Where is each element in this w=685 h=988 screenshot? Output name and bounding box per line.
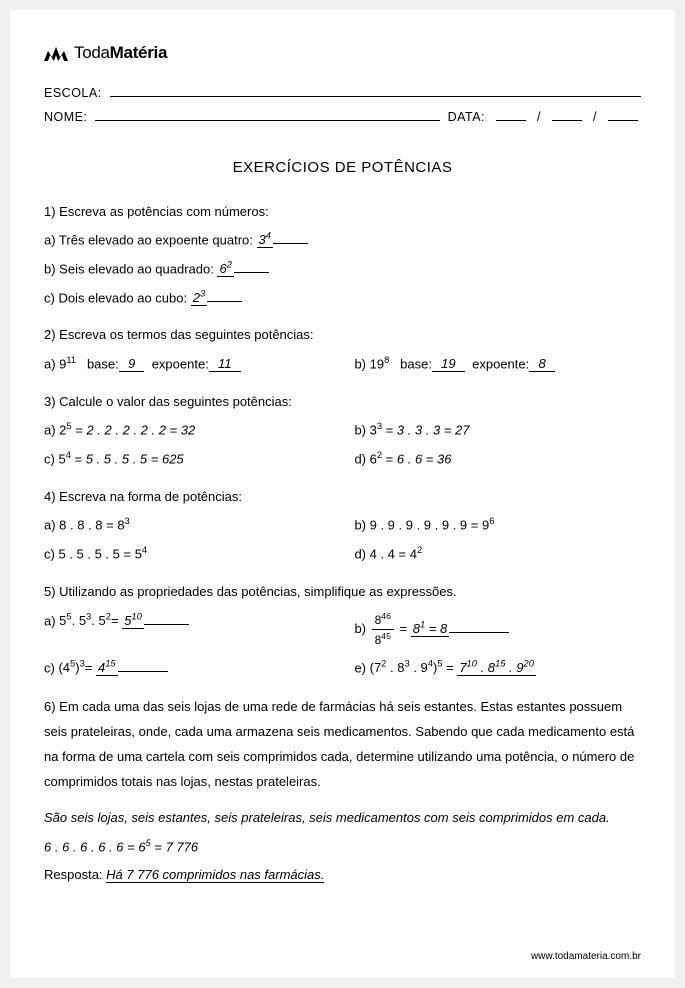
q6-response: Resposta: Há 7 776 comprimidos nas farmá… <box>44 865 641 885</box>
q2-b: b) 198 base: 19 expoente: 8 <box>354 353 641 374</box>
q2-row: a) 911 base: 9 expoente: 11 b) 198 base:… <box>44 353 641 374</box>
question-3: 3) Calcule o valor das seguintes potênci… <box>44 392 641 469</box>
q3-b: b) 33 = 3 . 3 . 3 = 27 <box>354 419 641 440</box>
q2-prompt: 2) Escreva os termos das seguintes potên… <box>44 325 641 345</box>
q1a-answer: 34 <box>257 232 273 248</box>
date-label: DATA: <box>448 108 485 127</box>
brand-text: TodaMatéria <box>74 40 167 66</box>
question-5: 5) Utilizando as propriedades das potênc… <box>44 582 641 677</box>
q5-prompt: 5) Utilizando as propriedades das potênc… <box>44 582 641 602</box>
date-day-line <box>496 108 526 121</box>
brand-part-2: Matéria <box>110 43 167 62</box>
name-date-line: NOME: DATA: / / <box>44 108 641 127</box>
q1-prompt: 1) Escreva as potências com números: <box>44 202 641 222</box>
page-title: EXERCÍCIOS DE POTÊNCIAS <box>44 157 641 180</box>
worksheet-page: TodaMatéria ESCOLA: NOME: DATA: / / EXER… <box>10 10 675 978</box>
school-field-line <box>110 84 641 97</box>
school-label: ESCOLA: <box>44 84 102 103</box>
q1-a: a) Três elevado ao expoente quatro: 34 <box>44 229 641 250</box>
q4-a: a) 8 . 8 . 8 = 83 <box>44 514 354 535</box>
q5-e: e) (72 . 83 . 94)5 = 710 . 815 . 920 <box>354 657 641 678</box>
q3-d: d) 62 = 6 . 6 = 36 <box>354 448 641 469</box>
q5-c: c) (45)3= 415 <box>44 657 354 678</box>
q1-b: b) Seis elevado ao quadrado: 62 <box>44 258 641 279</box>
q1-c: c) Dois elevado ao cubo: 23 <box>44 287 641 308</box>
question-4: 4) Escreva na forma de potências: a) 8 .… <box>44 487 641 564</box>
q6-text: 6) Em cada uma das seis lojas de uma red… <box>44 695 641 794</box>
question-6: 6) Em cada uma das seis lojas de uma red… <box>44 695 641 884</box>
q4-d: d) 4 . 4 = 42 <box>354 543 641 564</box>
name-label: NOME: <box>44 108 87 127</box>
school-line: ESCOLA: <box>44 84 641 103</box>
q5-b: b) 846845 = 81 = 8 <box>354 610 641 649</box>
brand-logo-icon <box>44 43 68 63</box>
q3-prompt: 3) Calcule o valor das seguintes potênci… <box>44 392 641 412</box>
date-month-line <box>552 108 582 121</box>
q5-a: a) 55. 53. 52= 510 <box>44 610 354 649</box>
q2-a: a) 911 base: 9 expoente: 11 <box>44 353 354 374</box>
footer-url: www.todamateria.com.br <box>531 949 641 964</box>
q1a-label: a) Três elevado ao expoente quatro: <box>44 232 253 247</box>
brand-part-1: Toda <box>74 43 110 62</box>
q4-b: b) 9 . 9 . 9 . 9 . 9 . 9 = 96 <box>354 514 641 535</box>
brand-header: TodaMatéria <box>44 40 641 66</box>
q3-a: a) 25 = 2 . 2 . 2 . 2 . 2 = 32 <box>44 419 354 440</box>
q3-c: c) 54 = 5 . 5 . 5 . 5 = 625 <box>44 448 354 469</box>
q6-explain: São seis lojas, seis estantes, seis prat… <box>44 808 641 828</box>
q4-c: c) 5 . 5 . 5 . 5 = 54 <box>44 543 354 564</box>
date-year-line <box>608 108 638 121</box>
name-field-line <box>95 108 439 121</box>
question-1: 1) Escreva as potências com números: a) … <box>44 202 641 308</box>
q4-prompt: 4) Escreva na forma de potências: <box>44 487 641 507</box>
question-2: 2) Escreva os termos das seguintes potên… <box>44 325 641 373</box>
q6-calc: 6 . 6 . 6 . 6 . 6 = 65 = 7 776 <box>44 836 641 857</box>
